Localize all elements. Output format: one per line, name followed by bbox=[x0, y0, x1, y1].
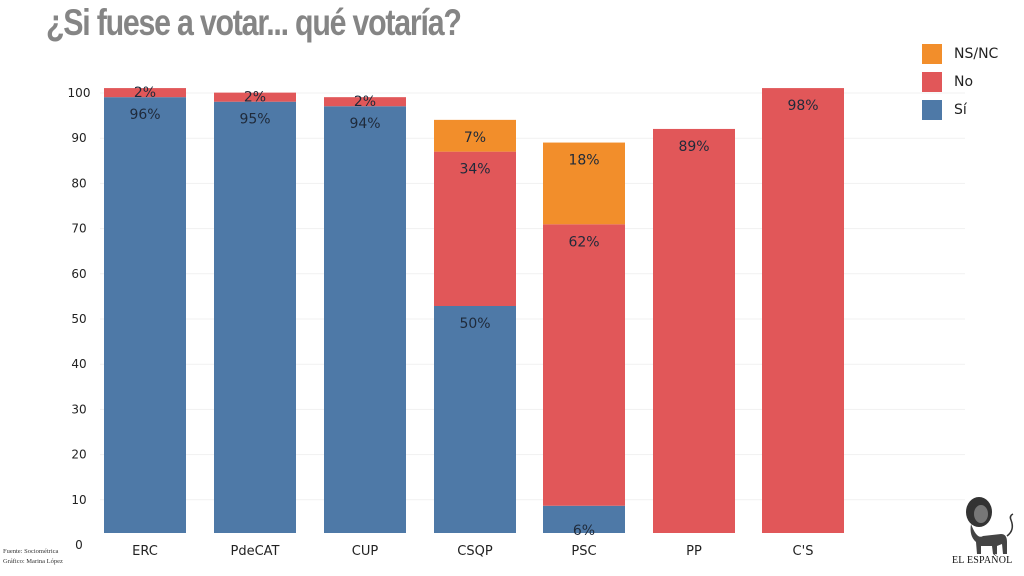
bar-s-erc bbox=[104, 97, 186, 533]
y-tick-label: 10 bbox=[71, 493, 86, 507]
legend-item-si: Sí bbox=[922, 96, 998, 124]
bar-nsnc-psc bbox=[543, 142, 625, 225]
data-label: 50% bbox=[459, 316, 490, 332]
bar-no-erc bbox=[104, 88, 186, 98]
x-category-label: CUP bbox=[352, 544, 379, 559]
credit-line: Gráfico: Marina López bbox=[3, 558, 63, 565]
legend-label-nsnc: NS/NC bbox=[954, 46, 999, 62]
y-tick-label: 20 bbox=[71, 448, 86, 462]
bar-s-psc bbox=[543, 505, 625, 533]
bar-s-csqp bbox=[434, 306, 516, 533]
bar-no-cup bbox=[324, 97, 406, 107]
bar-no-pdecat bbox=[214, 92, 296, 102]
data-label: 2% bbox=[244, 90, 266, 106]
data-label: 95% bbox=[239, 112, 270, 128]
legend-swatch-no bbox=[922, 72, 942, 92]
x-category-label: PP bbox=[686, 544, 702, 559]
x-category-label: ERC bbox=[132, 544, 158, 559]
bars: 96% 2% 95% 2% 94% 2% 50% 34% 7% 6% 62% 18% 89% 98% bbox=[104, 85, 844, 539]
source-credit: Fuente: Sociométrica Gráfico: Marina Lóp… bbox=[3, 547, 63, 567]
y-tick-label: 90 bbox=[71, 131, 86, 145]
legend-label-si: Sí bbox=[954, 102, 967, 118]
x-category-label: C'S bbox=[793, 544, 814, 559]
legend-item-nsnc: NS/NC bbox=[922, 40, 998, 68]
y-tick-label: 50 bbox=[71, 312, 86, 326]
legend-swatch-nsnc bbox=[922, 44, 942, 64]
bar-nsnc-csqp bbox=[434, 119, 516, 152]
bar-no-cs bbox=[762, 88, 844, 533]
source-line: Fuente: Sociométrica bbox=[3, 548, 59, 555]
y-tick-label: 0 bbox=[75, 538, 83, 552]
data-label: 7% bbox=[464, 130, 486, 146]
x-axis-categories: ERC PdeCAT CUP CSQP PSC PP C'S bbox=[132, 544, 813, 559]
y-tick-label: 100 bbox=[68, 86, 91, 100]
data-label: 34% bbox=[459, 162, 490, 178]
y-tick-label: 80 bbox=[71, 176, 86, 190]
x-category-label: CSQP bbox=[457, 544, 493, 559]
lion-icon bbox=[966, 497, 1014, 554]
data-label: 6% bbox=[573, 523, 595, 539]
y-tick-label: 40 bbox=[71, 357, 86, 371]
chart-title: ¿Si fuese a votar... qué votaría? bbox=[46, 2, 462, 43]
bar-s-pdecat bbox=[214, 101, 296, 533]
logo-text: EL ESPAÑOL bbox=[952, 555, 1013, 566]
bar-no-csqp bbox=[434, 151, 516, 306]
data-label: 94% bbox=[349, 116, 380, 132]
legend-label-no: No bbox=[954, 74, 974, 90]
legend-swatch-si bbox=[922, 100, 942, 120]
data-label: 62% bbox=[568, 234, 599, 250]
bar-s-cup bbox=[324, 106, 406, 534]
legend-item-no: No bbox=[922, 68, 998, 96]
bar-no-pp bbox=[653, 128, 735, 533]
data-label: 89% bbox=[678, 139, 709, 155]
y-tick-label: 60 bbox=[71, 267, 86, 281]
data-label: 18% bbox=[568, 153, 599, 169]
data-label: 2% bbox=[354, 94, 376, 110]
legend: NS/NC No Sí bbox=[922, 40, 998, 124]
data-label: 96% bbox=[129, 107, 160, 123]
y-tick-label: 30 bbox=[71, 402, 86, 416]
x-category-label: PdeCAT bbox=[231, 544, 280, 559]
bar-no-psc bbox=[543, 224, 625, 506]
data-label: 98% bbox=[787, 98, 818, 114]
x-category-label: PSC bbox=[571, 544, 596, 559]
data-label: 2% bbox=[134, 85, 156, 101]
y-axis-ticks: 0 10 20 30 40 50 60 70 80 90 100 bbox=[68, 86, 91, 552]
y-tick-label: 70 bbox=[71, 222, 86, 236]
